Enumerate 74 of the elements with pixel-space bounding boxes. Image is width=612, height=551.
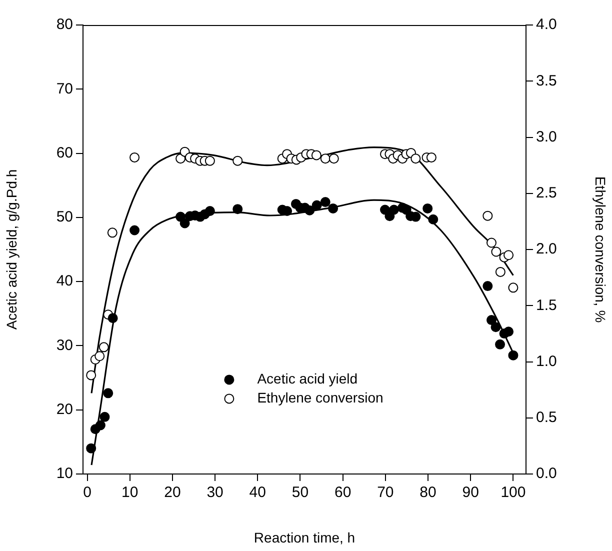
- y2-tick-label: 3.0: [536, 128, 557, 146]
- point: [130, 152, 140, 162]
- point: [490, 322, 501, 332]
- x-tick-label: 0: [83, 484, 92, 502]
- point: [422, 203, 433, 214]
- point: [311, 150, 322, 160]
- y-tick-label: 80: [56, 16, 73, 34]
- point: [204, 206, 215, 216]
- point: [312, 200, 322, 210]
- x-tick-label: 30: [206, 484, 224, 502]
- y2-tick-label: 3.5: [536, 72, 557, 90]
- point: [508, 350, 518, 360]
- point: [482, 210, 493, 221]
- point: [204, 156, 215, 166]
- point: [95, 420, 106, 430]
- point: [108, 313, 118, 324]
- point: [130, 225, 140, 236]
- x-tick-label: 20: [164, 484, 181, 502]
- y-tick-label: 70: [56, 80, 73, 98]
- point: [410, 154, 421, 164]
- y2-tick-label: 2.5: [536, 184, 557, 202]
- x-tick-label: 100: [500, 484, 526, 502]
- point: [86, 370, 96, 380]
- legend-label: Ethylene conversion: [257, 390, 384, 406]
- point: [232, 156, 243, 166]
- y2-tick-label: 0.0: [536, 465, 557, 482]
- y2-tick-label: 2.0: [536, 240, 557, 258]
- legend-label: Acetic acid yield: [257, 370, 358, 387]
- point: [486, 238, 496, 248]
- x-tick-label: 10: [122, 484, 138, 502]
- y-tick-label: 30: [56, 336, 73, 354]
- point: [180, 218, 190, 228]
- y2-tick-label: 1.0: [536, 352, 557, 370]
- point: [86, 443, 96, 454]
- x-axis-title: Reaction time, h: [254, 529, 356, 546]
- x-tick-label: 80: [420, 484, 436, 502]
- point: [98, 342, 109, 352]
- x-tick-label: 70: [377, 484, 394, 502]
- y-tick-label: 60: [56, 144, 73, 162]
- point: [328, 154, 339, 164]
- point: [304, 205, 315, 216]
- point: [94, 351, 105, 362]
- point: [508, 282, 518, 293]
- y2-tick-label: 0.5: [536, 409, 557, 426]
- x-tick-label: 90: [462, 484, 479, 502]
- point: [495, 339, 506, 350]
- y2-tick-label: 1.5: [536, 296, 557, 314]
- point: [107, 228, 118, 238]
- point: [504, 326, 514, 337]
- y-tick-label: 10: [56, 465, 73, 482]
- point: [388, 204, 399, 215]
- y2-axis-title: Ethylene conversion, %: [592, 176, 609, 323]
- y-tick-label: 50: [56, 208, 73, 226]
- point: [320, 154, 330, 164]
- point: [320, 197, 330, 208]
- point: [482, 281, 493, 292]
- point: [486, 315, 496, 326]
- y-tick-label: 40: [56, 272, 73, 290]
- point: [491, 246, 502, 257]
- point: [232, 204, 243, 214]
- x-tick-label: 60: [334, 484, 352, 502]
- y-axis-title: Acetic acid yield, g/g.Pd.h: [3, 169, 20, 330]
- point: [410, 212, 421, 222]
- y-tick-label: 20: [56, 401, 73, 418]
- point: [504, 250, 514, 260]
- point: [495, 266, 506, 277]
- point: [328, 203, 338, 214]
- point: [103, 388, 114, 398]
- x-tick-label: 50: [292, 484, 309, 502]
- x-tick-label: 40: [249, 484, 266, 502]
- point: [428, 214, 438, 224]
- point: [426, 152, 436, 162]
- y2-tick-label: 4.0: [536, 16, 557, 34]
- point: [100, 412, 110, 422]
